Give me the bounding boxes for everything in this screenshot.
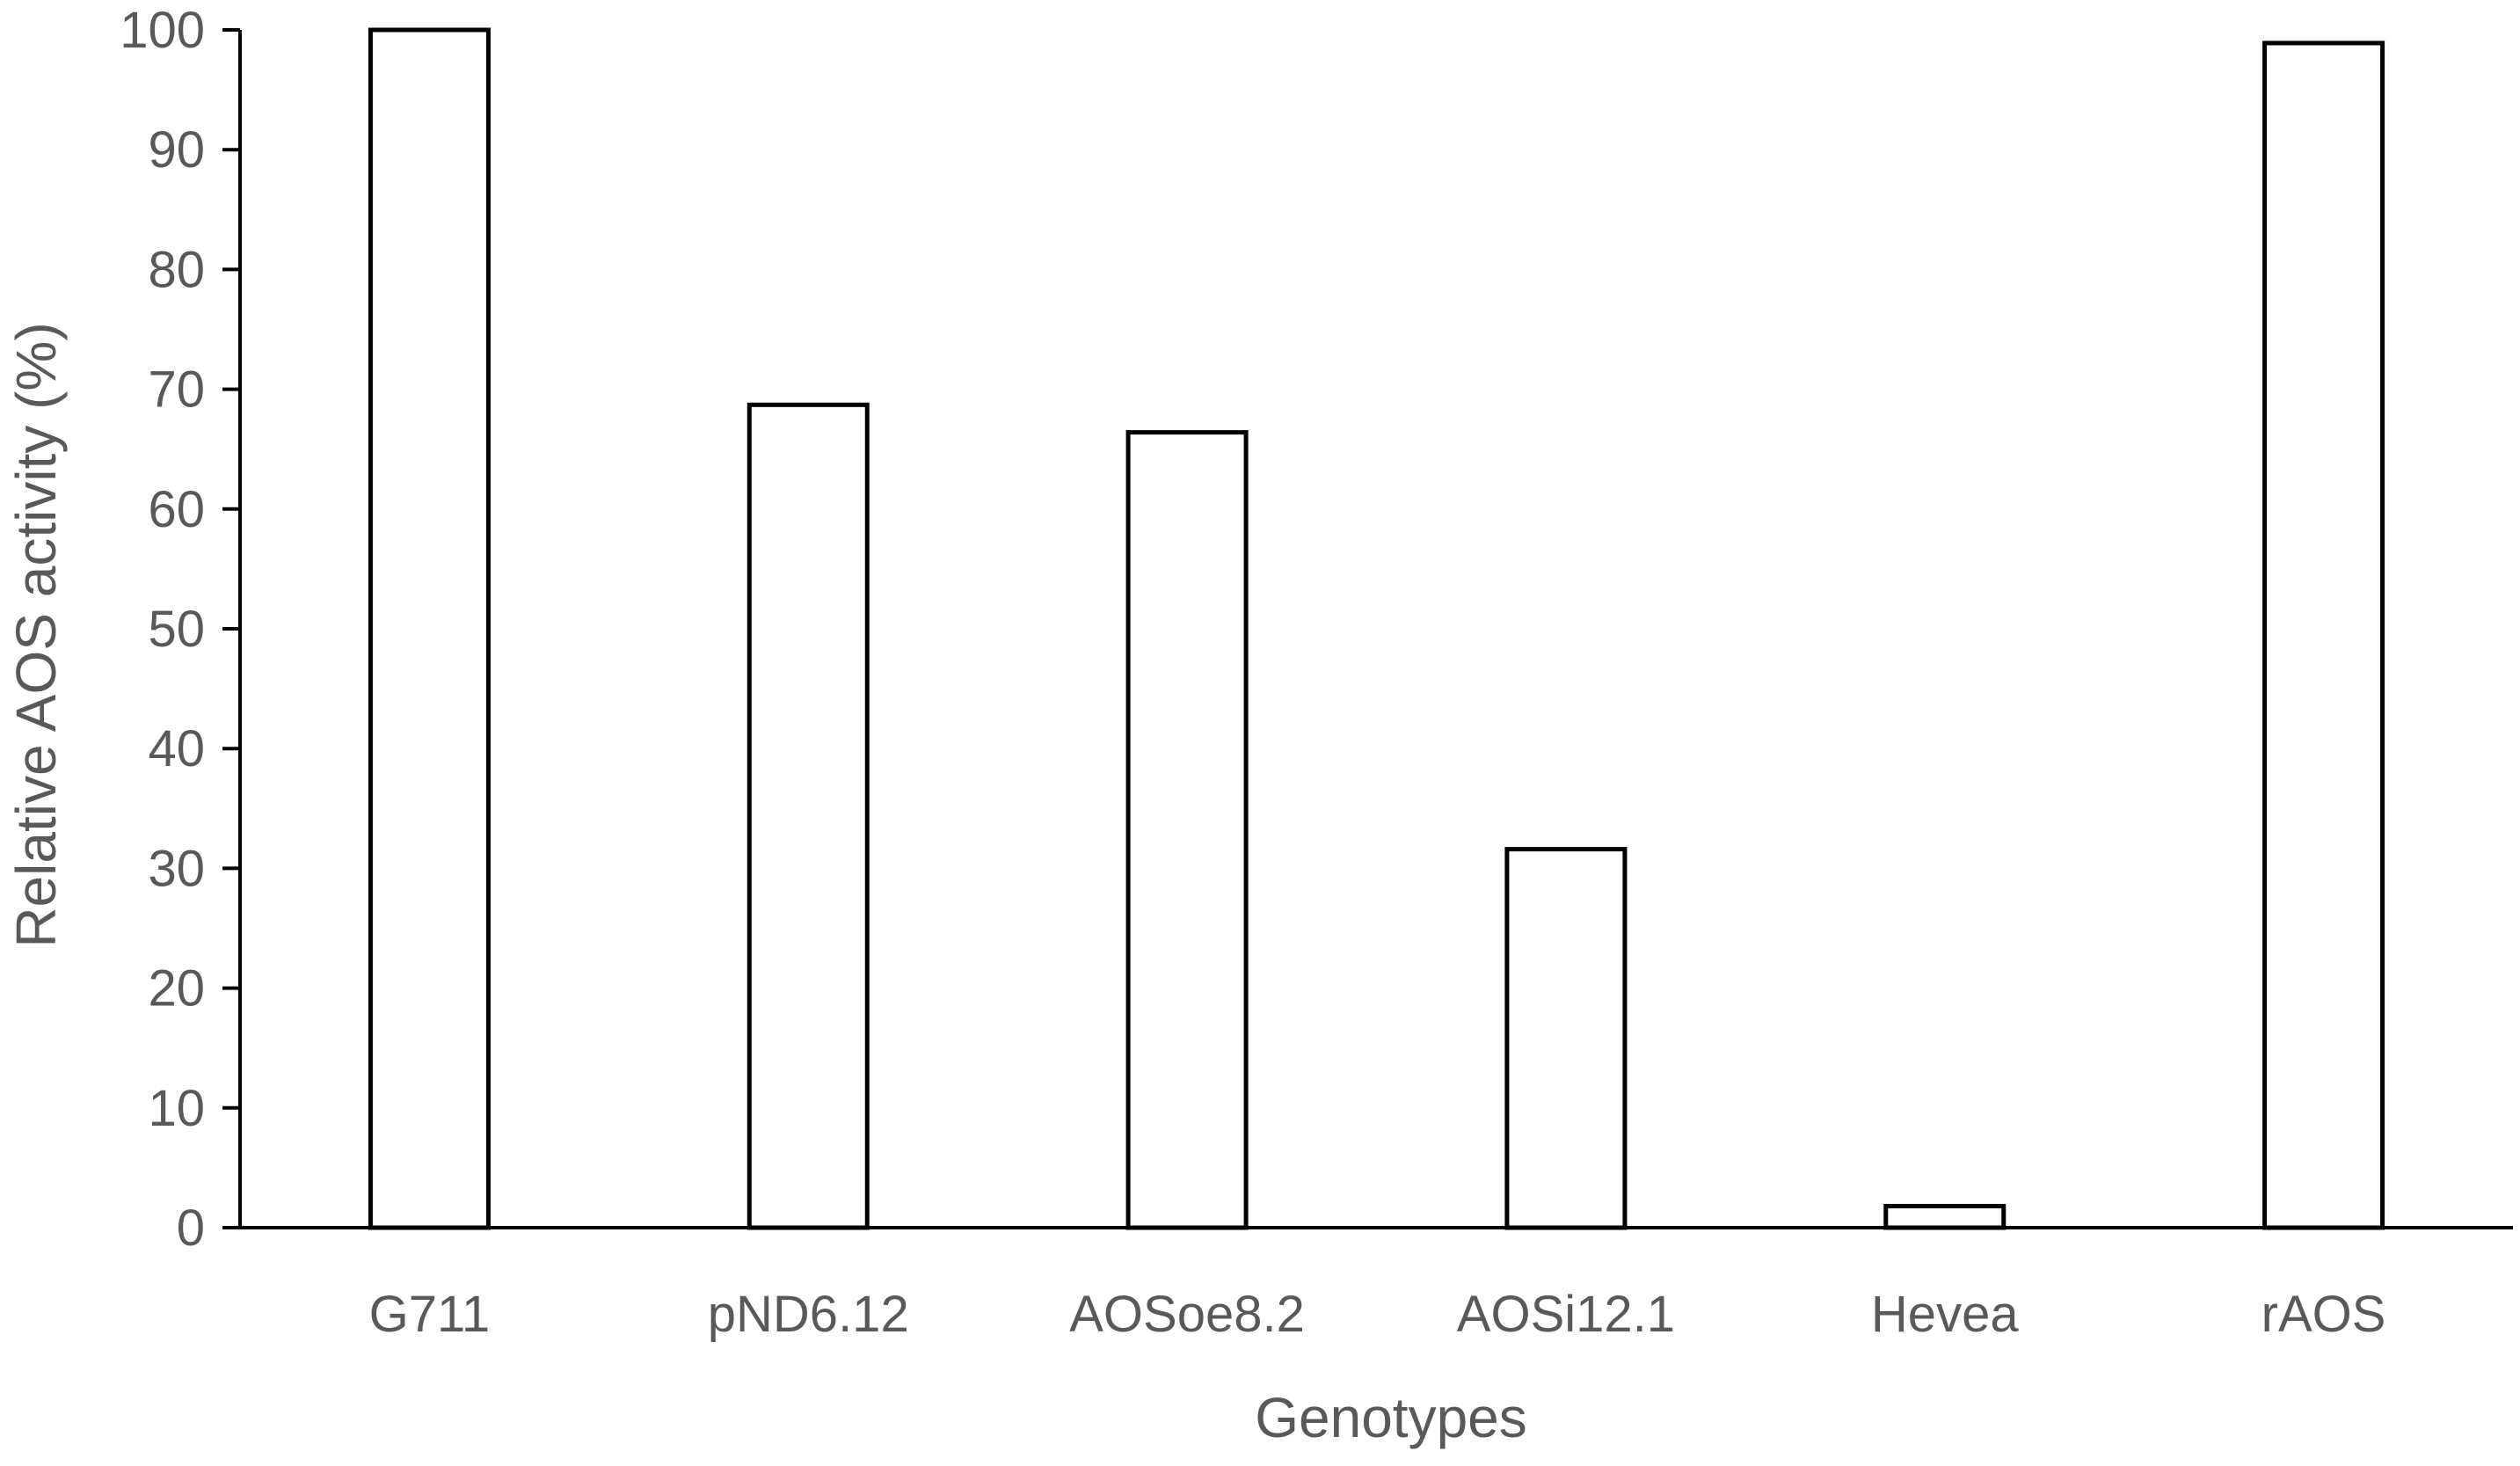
x-tick-label: Hevea <box>1871 1286 2019 1343</box>
axes <box>238 30 2513 1229</box>
x-tick-label: AOSoe8.2 <box>1069 1286 1305 1343</box>
bar-g711 <box>368 27 491 1230</box>
y-tick-label: 80 <box>148 241 205 298</box>
y-tick-label: 60 <box>148 481 205 538</box>
y-tick-label: 100 <box>120 2 205 59</box>
bar-aosi12-1 <box>1504 847 1628 1230</box>
bar-aosoe8-2 <box>1125 430 1249 1230</box>
y-tick-label: 30 <box>148 840 205 897</box>
y-tick-label: 70 <box>148 361 205 419</box>
y-tick-label: 50 <box>148 601 205 658</box>
x-axis-tick-labels: G711 pND6.12 AOSoe8.2 AOSi12.1 Hevea rAOS <box>369 1286 2386 1343</box>
bar-pnd6-12 <box>747 402 870 1230</box>
bars <box>368 27 2385 1230</box>
x-axis-title: Genotypes <box>1255 1386 1527 1449</box>
x-tick-label: G711 <box>369 1286 491 1343</box>
bar-raos <box>2262 40 2385 1230</box>
y-axis-title: Relative AOS activity (%) <box>4 322 68 947</box>
y-axis-ticks: 0 10 20 30 40 50 60 70 80 90 100 <box>120 2 240 1257</box>
y-tick-label: 20 <box>148 960 205 1017</box>
x-tick-label: pND6.12 <box>708 1286 909 1343</box>
x-tick-label: AOSi12.1 <box>1457 1286 1675 1343</box>
y-tick-label: 0 <box>177 1200 205 1257</box>
y-tick-label: 40 <box>148 720 205 777</box>
y-tick-label: 90 <box>148 121 205 179</box>
x-tick-label: rAOS <box>2261 1286 2386 1343</box>
bar-hevea <box>1883 1203 2007 1230</box>
y-tick-label: 10 <box>148 1080 205 1137</box>
